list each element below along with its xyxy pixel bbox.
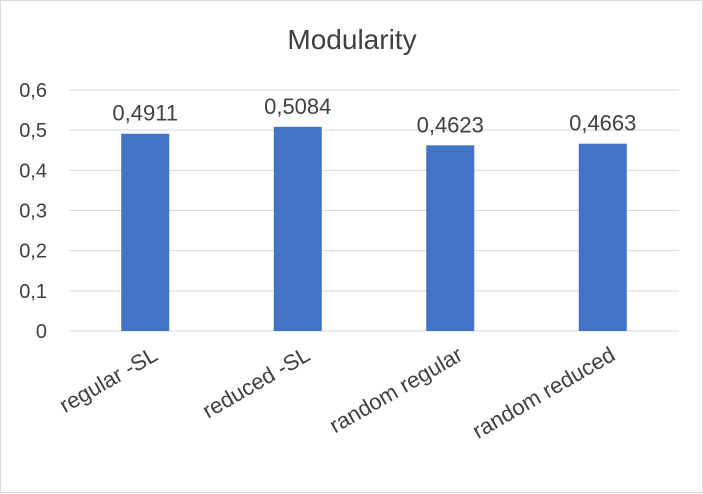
bar: [578, 143, 627, 331]
chart-title: Modularity: [287, 24, 416, 55]
x-category-label: random regular: [325, 342, 467, 438]
y-tick-label: 0,1: [19, 281, 47, 303]
x-category-label: reduced -SL: [198, 342, 314, 424]
y-tick-label: 0,6: [19, 80, 47, 102]
data-label: 0,4623: [417, 112, 484, 137]
x-axis-category-labels: regular -SL reduced -SL random regular rand…: [55, 342, 619, 444]
data-label: 0,5084: [264, 94, 331, 119]
y-tick-label: 0,3: [19, 201, 47, 223]
data-label: 0,4663: [569, 111, 636, 136]
y-tick-label: 0,4: [19, 160, 47, 182]
gridlines: [69, 89, 679, 332]
y-axis-tick-labels: 0 0,1 0,2 0,3 0,4 0,5 0,6: [19, 80, 47, 343]
bar: [273, 126, 322, 331]
y-tick-label: 0,2: [19, 241, 47, 263]
bar: [426, 145, 475, 331]
x-category-label: regular -SL: [55, 342, 162, 418]
y-tick-label: 0,5: [19, 120, 47, 142]
data-labels: 0,4911 0,5084 0,4623 0,4663: [112, 94, 636, 138]
bar: [121, 133, 170, 331]
y-tick-label: 0: [36, 321, 47, 343]
data-label: 0,4911: [112, 101, 178, 126]
x-category-label: random reduced: [468, 342, 619, 444]
bars: [121, 126, 627, 331]
